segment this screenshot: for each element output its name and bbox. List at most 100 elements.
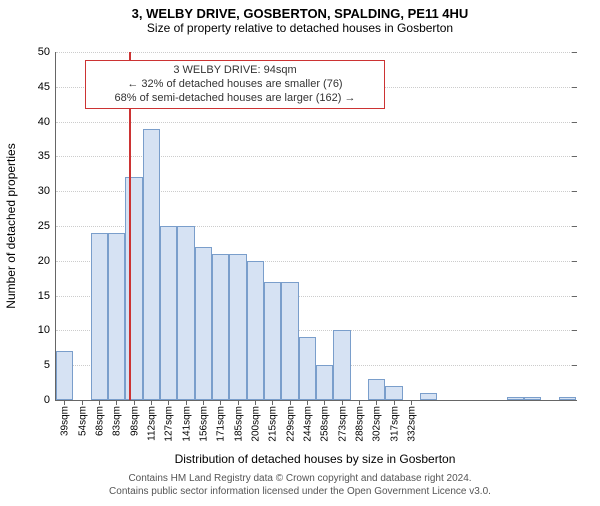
y-tick-label: 15 bbox=[38, 290, 56, 302]
histogram-bar bbox=[299, 337, 316, 400]
x-tick-mark bbox=[376, 400, 377, 405]
x-tick-mark bbox=[134, 400, 135, 405]
y-tick-label: 35 bbox=[38, 150, 56, 162]
histogram-bar bbox=[229, 254, 246, 400]
x-tick-label: 273sqm bbox=[335, 406, 348, 442]
histogram-bar bbox=[160, 226, 177, 400]
y-tick-mark bbox=[572, 52, 577, 53]
histogram-bar bbox=[177, 226, 194, 400]
x-tick-label: 83sqm bbox=[110, 406, 123, 436]
y-tick-label: 30 bbox=[38, 185, 56, 197]
grid-line bbox=[56, 122, 576, 123]
grid-line bbox=[56, 156, 576, 157]
x-tick-mark bbox=[255, 400, 256, 405]
x-tick-label: 258sqm bbox=[318, 406, 331, 442]
x-tick-label: 39sqm bbox=[58, 406, 71, 436]
x-tick-label: 229sqm bbox=[283, 406, 296, 442]
x-tick-label: 200sqm bbox=[248, 406, 261, 442]
histogram-bar bbox=[143, 129, 160, 400]
y-tick-label: 50 bbox=[38, 46, 56, 58]
x-tick-label: 68sqm bbox=[92, 406, 105, 436]
annotation-line2: ← 32% of detached houses are smaller (76… bbox=[94, 78, 376, 92]
y-axis-label: Number of detached properties bbox=[4, 143, 18, 308]
x-tick-label: 112sqm bbox=[144, 406, 157, 441]
x-tick-label: 156sqm bbox=[196, 406, 209, 442]
histogram-bar bbox=[420, 393, 437, 400]
y-tick-label: 0 bbox=[44, 394, 56, 406]
x-tick-label: 98sqm bbox=[127, 406, 140, 436]
y-tick-mark bbox=[572, 191, 577, 192]
histogram-bar bbox=[333, 330, 350, 400]
chart-title: 3, WELBY DRIVE, GOSBERTON, SPALDING, PE1… bbox=[0, 6, 600, 21]
x-tick-mark bbox=[82, 400, 83, 405]
x-tick-label: 244sqm bbox=[300, 406, 313, 442]
y-tick-mark bbox=[572, 122, 577, 123]
x-tick-mark bbox=[116, 400, 117, 405]
y-tick-mark bbox=[572, 365, 577, 366]
x-tick-mark bbox=[342, 400, 343, 405]
x-tick-label: 141sqm bbox=[179, 406, 192, 442]
histogram-bar bbox=[212, 254, 229, 400]
histogram-bar bbox=[125, 177, 142, 400]
x-tick-label: 127sqm bbox=[162, 406, 175, 442]
histogram-bar bbox=[247, 261, 264, 400]
histogram-bar bbox=[524, 397, 541, 400]
histogram-bar bbox=[559, 397, 576, 400]
x-tick-label: 215sqm bbox=[266, 406, 279, 442]
x-tick-mark bbox=[394, 400, 395, 405]
annotation-line3: 68% of semi-detached houses are larger (… bbox=[94, 92, 376, 106]
histogram-bar bbox=[56, 351, 73, 400]
x-tick-mark bbox=[324, 400, 325, 405]
footer-line1: Contains HM Land Registry data © Crown c… bbox=[0, 472, 600, 485]
x-tick-label: 185sqm bbox=[231, 406, 244, 442]
x-tick-label: 302sqm bbox=[370, 406, 383, 442]
y-tick-label: 20 bbox=[38, 255, 56, 267]
y-tick-mark bbox=[572, 87, 577, 88]
histogram-bar bbox=[281, 282, 298, 400]
x-tick-mark bbox=[186, 400, 187, 405]
x-tick-mark bbox=[272, 400, 273, 405]
x-axis-label: Distribution of detached houses by size … bbox=[55, 452, 575, 466]
y-tick-label: 5 bbox=[44, 359, 56, 371]
histogram-bar bbox=[368, 379, 385, 400]
x-tick-label: 317sqm bbox=[387, 406, 400, 442]
x-tick-mark bbox=[64, 400, 65, 405]
y-tick-mark bbox=[572, 226, 577, 227]
y-tick-label: 40 bbox=[38, 116, 56, 128]
x-tick-mark bbox=[220, 400, 221, 405]
y-tick-mark bbox=[572, 330, 577, 331]
y-tick-mark bbox=[572, 156, 577, 157]
x-tick-mark bbox=[99, 400, 100, 405]
annotation-box: 3 WELBY DRIVE: 94sqm ← 32% of detached h… bbox=[85, 60, 385, 109]
grid-line bbox=[56, 52, 576, 53]
histogram-bar bbox=[385, 386, 402, 400]
y-tick-mark bbox=[572, 400, 577, 401]
x-tick-label: 332sqm bbox=[404, 406, 417, 442]
x-tick-label: 288sqm bbox=[352, 406, 365, 442]
histogram-bar bbox=[316, 365, 333, 400]
histogram-bar bbox=[91, 233, 108, 400]
chart-container: { "title": "3, WELBY DRIVE, GOSBERTON, S… bbox=[0, 6, 600, 506]
histogram-bar bbox=[507, 397, 524, 400]
y-tick-label: 25 bbox=[38, 220, 56, 232]
y-tick-mark bbox=[572, 261, 577, 262]
histogram-bar bbox=[195, 247, 212, 400]
x-tick-label: 171sqm bbox=[214, 406, 227, 442]
footer-attribution: Contains HM Land Registry data © Crown c… bbox=[0, 472, 600, 498]
y-tick-label: 45 bbox=[38, 81, 56, 93]
chart-subtitle: Size of property relative to detached ho… bbox=[0, 21, 600, 35]
histogram-bar bbox=[108, 233, 125, 400]
x-tick-mark bbox=[151, 400, 152, 405]
y-tick-label: 10 bbox=[38, 324, 56, 336]
x-tick-mark bbox=[290, 400, 291, 405]
x-tick-mark bbox=[168, 400, 169, 405]
x-tick-mark bbox=[238, 400, 239, 405]
x-tick-mark bbox=[411, 400, 412, 405]
x-tick-mark bbox=[359, 400, 360, 405]
annotation-line1: 3 WELBY DRIVE: 94sqm bbox=[94, 64, 376, 78]
histogram-bar bbox=[264, 282, 281, 400]
x-tick-label: 54sqm bbox=[75, 406, 88, 436]
x-tick-mark bbox=[203, 400, 204, 405]
footer-line2: Contains public sector information licen… bbox=[0, 485, 600, 498]
x-tick-mark bbox=[307, 400, 308, 405]
